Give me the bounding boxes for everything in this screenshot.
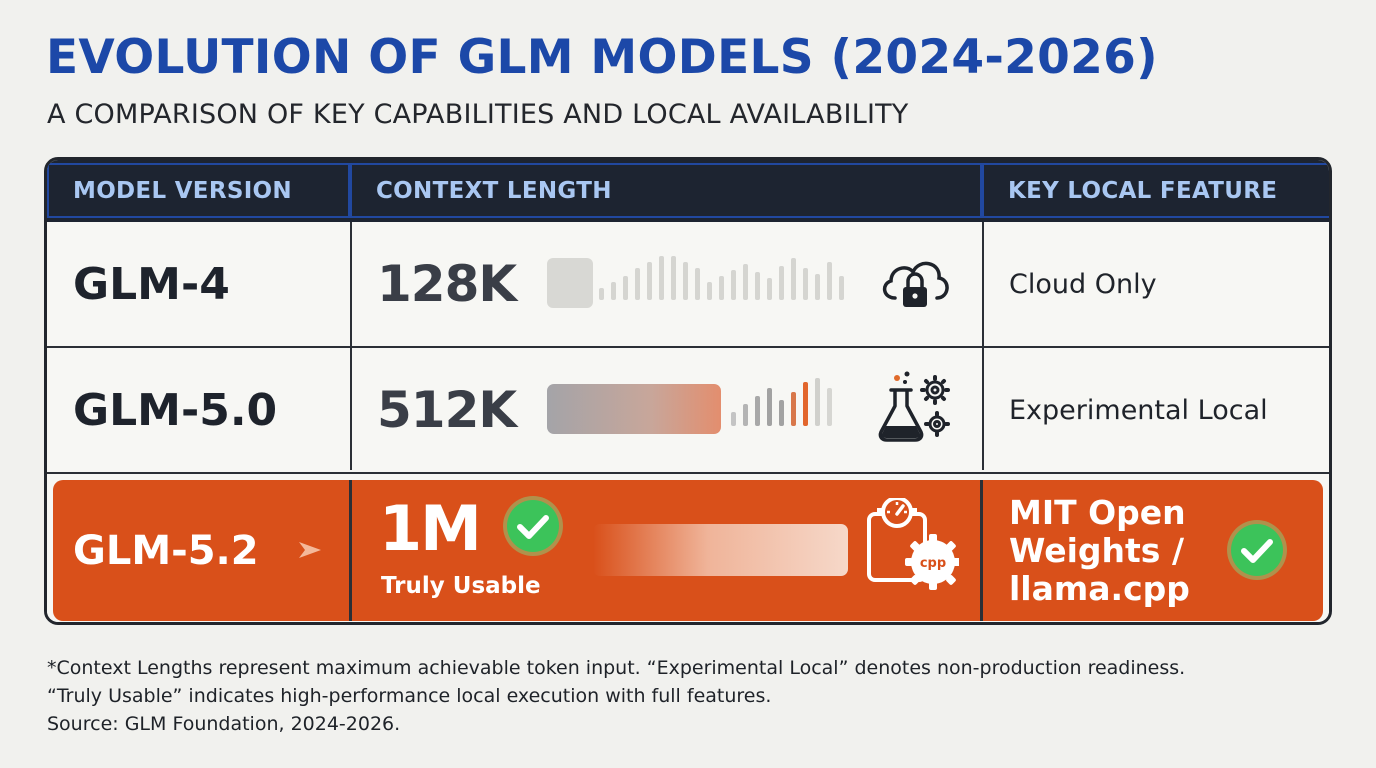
highlighted-row: GLM-5.2 1M Truly Usable xyxy=(47,472,1329,622)
context-bar xyxy=(547,258,593,308)
table-row: GLM-5.0 512K xyxy=(47,348,1329,474)
footnote-line: *Context Lengths represent maximum achie… xyxy=(47,657,1186,679)
header-key-local-feature: KEY LOCAL FEATURE xyxy=(982,163,1329,218)
footnote: *Context Lengths represent maximum achie… xyxy=(47,654,1185,738)
context-note: Truly Usable xyxy=(381,573,541,599)
context-bar xyxy=(547,384,721,434)
feature-line: MIT Open xyxy=(1009,493,1186,532)
context-length-value: 512K xyxy=(377,381,517,439)
arrow-icon xyxy=(299,542,321,558)
header-model-version: MODEL VERSION xyxy=(47,163,350,218)
column-divider xyxy=(982,222,984,470)
model-name: GLM-4 xyxy=(73,258,230,310)
source-line: Source: GLM Foundation, 2024-2026. xyxy=(47,713,401,735)
feature-line: llama.cpp xyxy=(1009,569,1190,608)
column-divider xyxy=(349,480,352,621)
feature-line: Weights / xyxy=(1009,531,1184,570)
cloud-lock-icon xyxy=(882,261,949,307)
check-icon xyxy=(503,496,563,556)
signal-bars xyxy=(599,256,844,300)
model-name: GLM-5.0 xyxy=(73,384,278,436)
page-subtitle: A COMPARISON OF KEY CAPABILITIES AND LOC… xyxy=(47,99,909,130)
table-header: MODEL VERSION CONTEXT LENGTH KEY LOCAL F… xyxy=(47,160,1329,222)
signal-bars xyxy=(731,378,832,426)
column-divider xyxy=(350,222,352,470)
context-length-value: 1M xyxy=(379,492,482,565)
footnote-line: “Truly Usable” indicates high-performanc… xyxy=(47,685,772,707)
check-icon xyxy=(1227,520,1287,580)
context-bar xyxy=(593,524,848,576)
feature-text: MIT Open Weights / llama.cpp xyxy=(1009,494,1190,608)
comparison-table: MODEL VERSION CONTEXT LENGTH KEY LOCAL F… xyxy=(44,157,1332,625)
feature-text: Cloud Only xyxy=(1009,268,1157,300)
model-name: GLM-5.2 xyxy=(73,527,259,574)
header-context-length: CONTEXT LENGTH xyxy=(350,163,982,218)
highlight-background: GLM-5.2 1M Truly Usable xyxy=(53,480,1323,621)
context-length-value: 128K xyxy=(377,255,517,313)
feature-text: Experimental Local xyxy=(1009,394,1268,426)
flask-gears-icon xyxy=(878,371,950,442)
table-row: GLM-4 128K xyxy=(47,222,1329,348)
column-divider xyxy=(980,480,983,621)
page-title: EVOLUTION OF GLM MODELS (2024-2026) xyxy=(46,30,1158,85)
gauge-cpp-icon: cpp xyxy=(867,498,959,590)
cpp-label: cpp xyxy=(920,556,946,571)
